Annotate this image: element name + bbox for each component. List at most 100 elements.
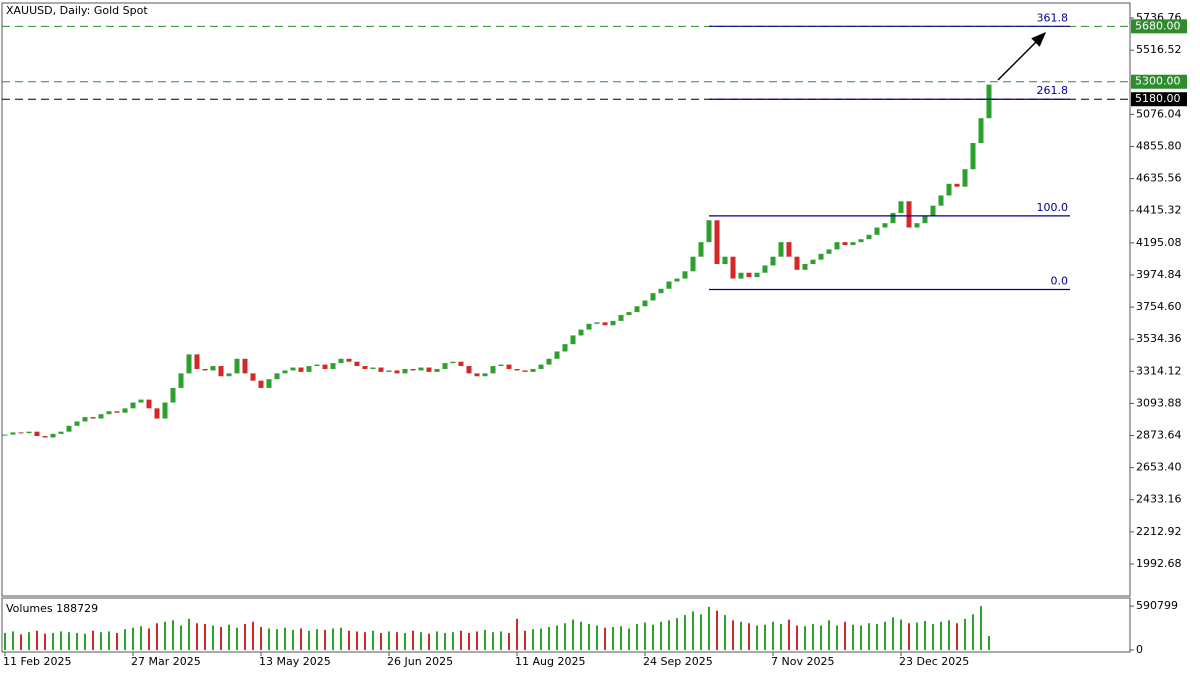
volume-bar bbox=[532, 629, 534, 650]
volume-bar bbox=[68, 632, 70, 650]
candle-body bbox=[106, 411, 112, 415]
candle-body bbox=[490, 366, 496, 374]
volume-bar bbox=[828, 620, 830, 650]
volume-bar bbox=[756, 625, 758, 650]
candle-body bbox=[522, 370, 528, 372]
volume-bar bbox=[524, 630, 526, 650]
volume-bar bbox=[588, 624, 590, 650]
volume-bar bbox=[676, 618, 678, 650]
price-label-box bbox=[1131, 92, 1187, 107]
candle-body bbox=[426, 367, 432, 372]
volume-bar bbox=[732, 620, 734, 650]
candle-body bbox=[58, 431, 64, 434]
volume-bar bbox=[940, 621, 942, 650]
candle-body bbox=[258, 380, 264, 388]
candle-body bbox=[434, 368, 440, 372]
candle-body bbox=[178, 373, 184, 388]
y-tick-label: 3314.12 bbox=[1136, 364, 1182, 377]
candle-body bbox=[146, 399, 152, 409]
candle-body bbox=[154, 408, 160, 419]
volume-bar bbox=[844, 621, 846, 650]
candle-body bbox=[378, 367, 384, 372]
volume-bar bbox=[92, 630, 94, 650]
volume-title: Volumes 188729 bbox=[6, 602, 98, 615]
candle-body bbox=[410, 368, 416, 371]
volume-bar bbox=[876, 624, 878, 650]
y-tick-label: 2873.64 bbox=[1136, 429, 1182, 442]
volume-bar bbox=[100, 632, 102, 650]
volume-bar bbox=[276, 629, 278, 650]
volume-bar bbox=[916, 622, 918, 650]
volume-bar bbox=[412, 630, 414, 650]
candle-body bbox=[330, 363, 336, 369]
candle-body bbox=[602, 322, 608, 326]
candle-body bbox=[938, 195, 944, 206]
candle-body bbox=[530, 368, 536, 372]
candle-body bbox=[18, 432, 24, 434]
volume-bar bbox=[116, 632, 118, 650]
candle-body bbox=[306, 366, 312, 372]
volume-bar bbox=[812, 624, 814, 650]
volume-bar bbox=[636, 624, 638, 650]
volume-bar bbox=[316, 629, 318, 650]
volume-bar bbox=[684, 615, 686, 650]
price-label: 5300.00 bbox=[1135, 75, 1181, 88]
volume-bar bbox=[260, 626, 262, 650]
candle-body bbox=[282, 370, 288, 374]
volume-bar bbox=[180, 625, 182, 650]
volume-bar bbox=[196, 623, 198, 650]
volume-panel bbox=[1, 597, 1131, 653]
volume-bar bbox=[332, 628, 334, 650]
volume-bar bbox=[476, 631, 478, 650]
candle-body bbox=[866, 234, 872, 240]
candle-body bbox=[978, 118, 984, 143]
volume-bar bbox=[292, 629, 294, 650]
candle-body bbox=[138, 399, 144, 403]
volume-bar bbox=[772, 621, 774, 650]
candle-body bbox=[858, 239, 864, 243]
volume-bar bbox=[244, 624, 246, 650]
volume-bar bbox=[108, 631, 110, 650]
volume-bar bbox=[460, 630, 462, 650]
volume-bar bbox=[84, 633, 86, 650]
candle-body bbox=[834, 242, 840, 250]
candle-body bbox=[474, 373, 480, 377]
volume-bar bbox=[492, 632, 494, 650]
volume-bar bbox=[804, 626, 806, 650]
volume-bar bbox=[692, 611, 694, 650]
fib-label: 0.0 bbox=[1051, 275, 1069, 288]
candle-body bbox=[818, 253, 824, 260]
candle-body bbox=[82, 417, 88, 422]
candle-body bbox=[554, 351, 560, 359]
candle-body bbox=[594, 322, 600, 324]
candle-body bbox=[882, 223, 888, 228]
volume-bar bbox=[980, 606, 982, 650]
candle-body bbox=[706, 220, 712, 243]
arrow bbox=[997, 31, 1047, 81]
volume-bar bbox=[140, 626, 142, 650]
volume-bar bbox=[300, 628, 302, 650]
x-tick-label: 11 Aug 2025 bbox=[515, 655, 585, 668]
candle-body bbox=[498, 364, 504, 367]
candle-body bbox=[250, 373, 256, 381]
candle-body bbox=[954, 183, 960, 187]
y-tick-label: 3754.60 bbox=[1136, 300, 1182, 313]
volume-bar bbox=[444, 632, 446, 650]
volume-bar bbox=[596, 625, 598, 650]
y-tick-label: 4855.80 bbox=[1136, 140, 1182, 153]
candle-body bbox=[610, 320, 616, 326]
volume-bar bbox=[468, 632, 470, 650]
volume-bar bbox=[308, 630, 310, 650]
volume-bar bbox=[964, 618, 966, 650]
volume-bar bbox=[396, 632, 398, 650]
volume-bar bbox=[924, 621, 926, 650]
candle-body bbox=[210, 366, 216, 371]
volume-bar bbox=[820, 625, 822, 650]
candle-body bbox=[578, 329, 584, 336]
volume-bar bbox=[156, 623, 158, 650]
y-tick-label: 1992.68 bbox=[1136, 557, 1182, 570]
candle-body bbox=[906, 201, 912, 228]
volume-bar bbox=[988, 635, 990, 650]
candle-body bbox=[986, 84, 992, 119]
candle-body bbox=[66, 425, 72, 432]
